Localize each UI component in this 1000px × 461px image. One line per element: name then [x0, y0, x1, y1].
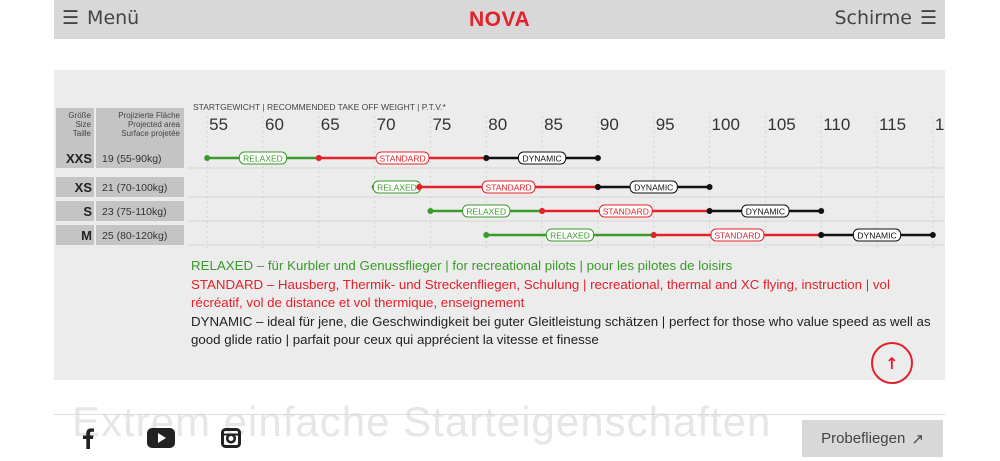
- legend-standard: STANDARD – Hausberg, Thermik- und Streck…: [191, 276, 890, 311]
- hamburger-icon: ☰: [919, 6, 937, 29]
- standard-start-dot: [650, 232, 657, 238]
- size-label: S: [83, 204, 92, 219]
- dynamic-label-pill: [741, 204, 790, 218]
- x-tick-label: 95: [656, 115, 675, 134]
- x-tick-label: 75: [432, 115, 451, 134]
- area-column-header: Projizierte Fläche Projected area Surfac…: [118, 111, 180, 139]
- dynamic-start-dot: [818, 232, 825, 238]
- relaxed-label-pill: [545, 228, 595, 242]
- standard-start-dot: [315, 155, 322, 161]
- probefliegen-button[interactable]: Probefliegen ↗: [802, 420, 943, 457]
- relaxed-label: RELAXED: [243, 154, 283, 164]
- dynamic-end-dot: [594, 155, 601, 161]
- schirme-label: Schirme: [834, 7, 912, 29]
- dynamic-end-dot: [929, 232, 936, 238]
- legend-relaxed: RELAXED – für Kurbler und Genussflieger …: [191, 258, 733, 273]
- top-navigation-bar: ☰ Menü NOVA Schirme ☰: [54, 0, 945, 39]
- facebook-icon[interactable]: [75, 425, 101, 451]
- size-cell-bg: [56, 225, 94, 245]
- arrow-up-right-icon: ↗: [911, 430, 924, 448]
- weight-header: STARTGEWICHT | RECOMMENDED TAKE OFF WEIG…: [193, 102, 446, 112]
- standard-start-dot: [539, 208, 546, 214]
- standard-label-pill: [710, 228, 765, 242]
- instagram-icon[interactable]: [218, 425, 244, 451]
- x-tick-label: 65: [321, 115, 340, 134]
- nova-logo[interactable]: NOVA: [469, 8, 531, 31]
- x-tick-label: 110: [823, 115, 850, 134]
- dynamic-end-dot: [706, 184, 713, 190]
- x-tick-label: 90: [600, 115, 619, 134]
- relaxed-label: RELAXED: [377, 183, 417, 193]
- dynamic-label: DYNAMIC: [746, 207, 785, 217]
- standard-label-pill: [598, 204, 653, 218]
- size-label: XXS: [66, 151, 92, 166]
- standard-label: STANDARD: [486, 183, 532, 193]
- arrow-up-icon: ↑: [885, 353, 899, 373]
- probefliegen-label: Probefliegen: [821, 430, 906, 447]
- menu-label: Menü: [87, 7, 140, 29]
- area-label: 25 (80-120kg): [102, 230, 167, 242]
- legend: RELAXED – für Kurbler und Genussflieger …: [191, 257, 941, 350]
- dynamic-label-pill: [629, 180, 678, 194]
- size-label: M: [81, 228, 92, 243]
- youtube-icon[interactable]: [146, 425, 176, 451]
- x-tick-label: 115: [879, 115, 906, 134]
- area-cell-bg: [96, 148, 184, 168]
- footer-divider: [54, 414, 945, 415]
- menu-button[interactable]: ☰ Menü: [62, 7, 139, 29]
- legend-dynamic: DYNAMIC – ideal für jene, die Geschwindi…: [191, 313, 931, 348]
- standard-label: STANDARD: [714, 231, 760, 241]
- x-tick-label: 120: [935, 115, 945, 134]
- x-tick-label: 70: [377, 115, 396, 134]
- size-cell-bg: [56, 148, 94, 168]
- dynamic-start-dot: [706, 208, 713, 214]
- relaxed-start-dot: [204, 155, 211, 161]
- section-headline: Extrem einfache Starteigenschaften: [72, 398, 772, 445]
- relaxed-start-dot: [427, 208, 434, 214]
- size-chart-panel: Größe Size Taille Projizierte Fläche Pro…: [54, 70, 945, 384]
- standard-label: STANDARD: [603, 207, 649, 217]
- standard-label-pill: [481, 180, 536, 194]
- area-cell-bg: [96, 225, 184, 245]
- x-tick-label: 80: [488, 115, 507, 134]
- dynamic-start-dot: [483, 155, 490, 161]
- x-tick-label: 60: [265, 115, 284, 134]
- x-tick-label: 55: [209, 115, 228, 134]
- dynamic-label-pill: [517, 151, 567, 165]
- area-cell-bg: [96, 177, 184, 197]
- relaxed-label: RELAXED: [550, 231, 590, 241]
- standard-label-pill: [375, 151, 430, 165]
- relaxed-start-dot: [483, 232, 490, 238]
- area-label: 23 (75-110kg): [102, 206, 167, 218]
- standard-start-dot: [416, 184, 423, 190]
- x-tick-label: 100: [712, 115, 740, 134]
- dynamic-label: DYNAMIC: [634, 183, 673, 193]
- schirme-button[interactable]: Schirme ☰: [834, 7, 937, 29]
- area-cell-bg: [96, 201, 184, 221]
- relaxed-label-pill: [238, 151, 288, 165]
- relaxed-label: RELAXED: [466, 207, 506, 217]
- size-label: XS: [75, 180, 93, 195]
- dynamic-label: DYNAMIC: [857, 231, 896, 241]
- size-column-header: Größe Size Taille: [68, 111, 91, 139]
- relaxed-label-pill: [462, 204, 511, 218]
- weight-range-chart: 55 60 65 70 75 80 85 90 95 100 105 110 115 120 XXS 19 (…: [56, 115, 945, 248]
- area-label: 19 (55-90kg): [102, 153, 162, 165]
- dynamic-label-pill: [852, 228, 902, 242]
- dynamic-end-dot: [818, 208, 825, 214]
- x-tick-label: 85: [544, 115, 563, 134]
- area-label: 21 (70-100kg): [102, 182, 167, 194]
- standard-label: STANDARD: [379, 154, 425, 164]
- dynamic-label: DYNAMIC: [522, 154, 561, 164]
- size-cell-bg: [56, 201, 94, 221]
- hamburger-icon: ☰: [62, 6, 80, 29]
- size-cell-bg: [56, 177, 94, 197]
- scroll-to-top-button[interactable]: ↑: [871, 342, 913, 384]
- dynamic-start-dot: [594, 184, 601, 190]
- x-tick-label: 105: [767, 115, 795, 134]
